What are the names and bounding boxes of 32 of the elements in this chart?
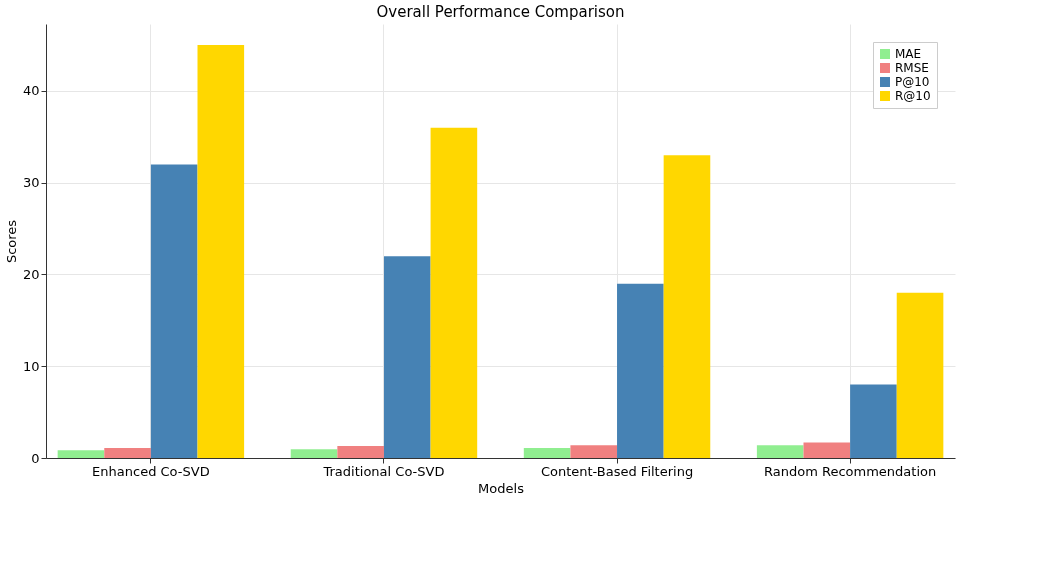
legend-label: MAE <box>895 47 922 61</box>
y-axis-title: Scores <box>3 219 19 264</box>
bar <box>383 256 431 458</box>
x-tick-label: Traditional Co-SVD <box>322 463 445 479</box>
x-tick-label: Content-Based Filtering <box>540 463 694 479</box>
bar <box>850 384 897 458</box>
chart-title: Overall Performance Comparison <box>376 3 625 21</box>
bar <box>803 442 851 458</box>
y-tick-label: 10 <box>22 358 40 374</box>
y-tick-label: 20 <box>22 266 40 282</box>
bar <box>756 445 804 458</box>
bar <box>337 446 384 458</box>
bar <box>430 127 478 458</box>
y-tick-label: 0 <box>31 450 40 466</box>
x-tick-label: Enhanced Co-SVD <box>92 463 210 479</box>
bar <box>150 164 198 458</box>
x-axis-title: Models <box>478 480 525 496</box>
bar <box>290 449 338 458</box>
x-tick-label: Random Recommendation <box>764 463 937 479</box>
bar <box>663 155 711 458</box>
legend-label: R@10 <box>895 89 931 103</box>
bar <box>57 450 105 458</box>
bar <box>570 445 618 458</box>
legend-label: RMSE <box>895 61 929 75</box>
bar <box>896 292 944 458</box>
y-tick-label: 30 <box>22 175 40 191</box>
y-tick-label: 40 <box>22 83 40 99</box>
legend-label: P@10 <box>895 75 930 89</box>
bar <box>523 447 571 458</box>
bar <box>104 447 151 458</box>
bar <box>197 45 245 458</box>
bar <box>617 283 664 458</box>
